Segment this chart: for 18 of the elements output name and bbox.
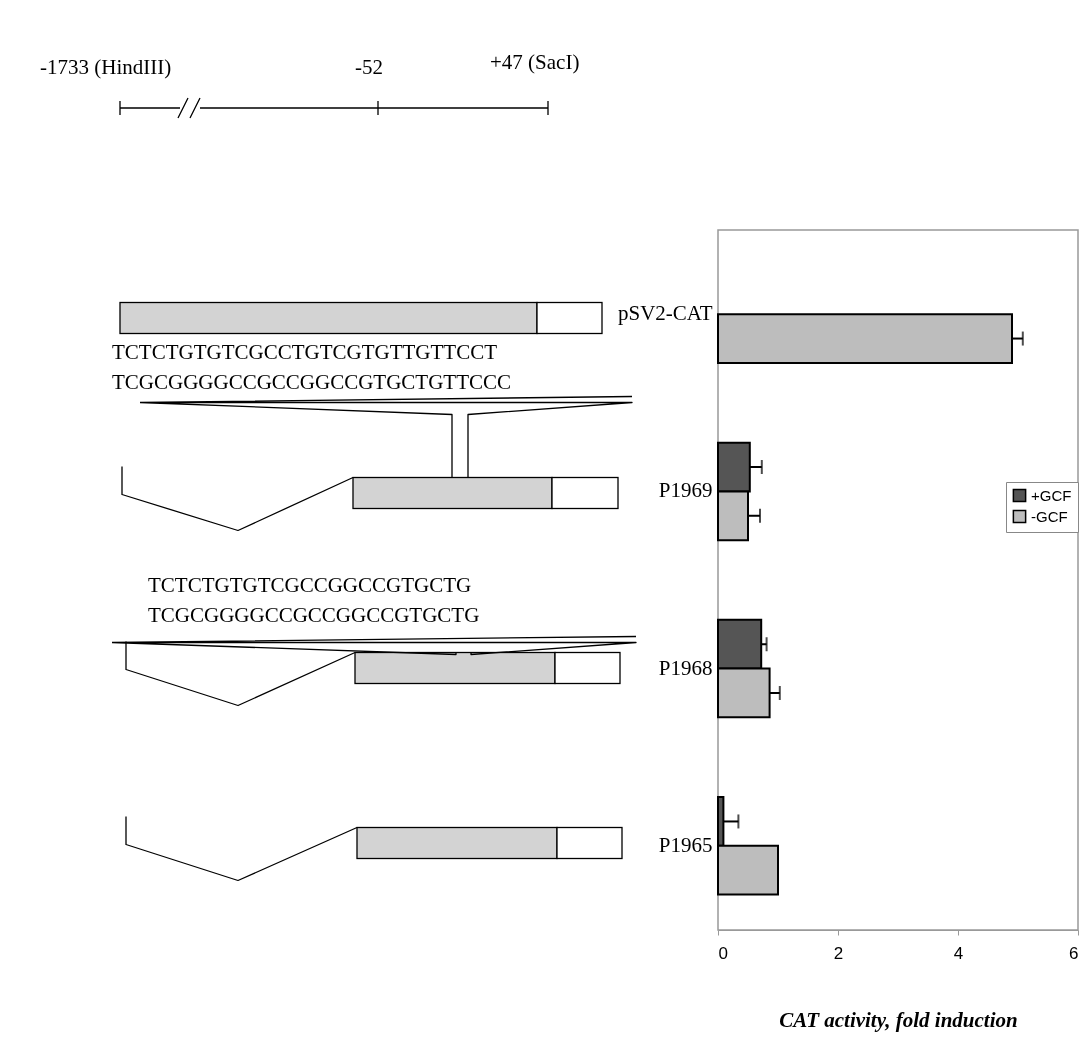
text: -1733 (HindIII) xyxy=(40,55,172,80)
text: -52 xyxy=(355,55,383,80)
x-tick-label: 0 xyxy=(718,943,728,963)
legend-label: +GCF xyxy=(1031,486,1072,504)
x-tick-label: 4 xyxy=(953,943,964,963)
text: TCGCGGGGCCGCCGGCCGTGCTG xyxy=(148,602,480,628)
x-axis-title: CAT activity, fold induction xyxy=(779,1007,1018,1032)
y-tick-label: pSV2-CAT xyxy=(617,301,713,326)
x-tick-label: 2 xyxy=(833,943,844,963)
text: TCTCTGTGTCGCCTGTCGTGTTGTTCCT xyxy=(112,339,497,365)
x-tick-label: 6 xyxy=(1069,943,1079,963)
y-tick-label: P1965 xyxy=(658,832,713,857)
y-tick-label: P1968 xyxy=(658,655,713,680)
text: TCGCGGGGCCGCCGGCCGTGCTGTTCCC xyxy=(112,369,512,395)
y-tick-label: P1969 xyxy=(658,478,713,503)
legend-label: -GCF xyxy=(1031,507,1068,525)
text: TCTCTGTGTCGCCGGCCGTGCTG xyxy=(148,572,472,598)
text: +47 (SacI) xyxy=(490,50,580,75)
